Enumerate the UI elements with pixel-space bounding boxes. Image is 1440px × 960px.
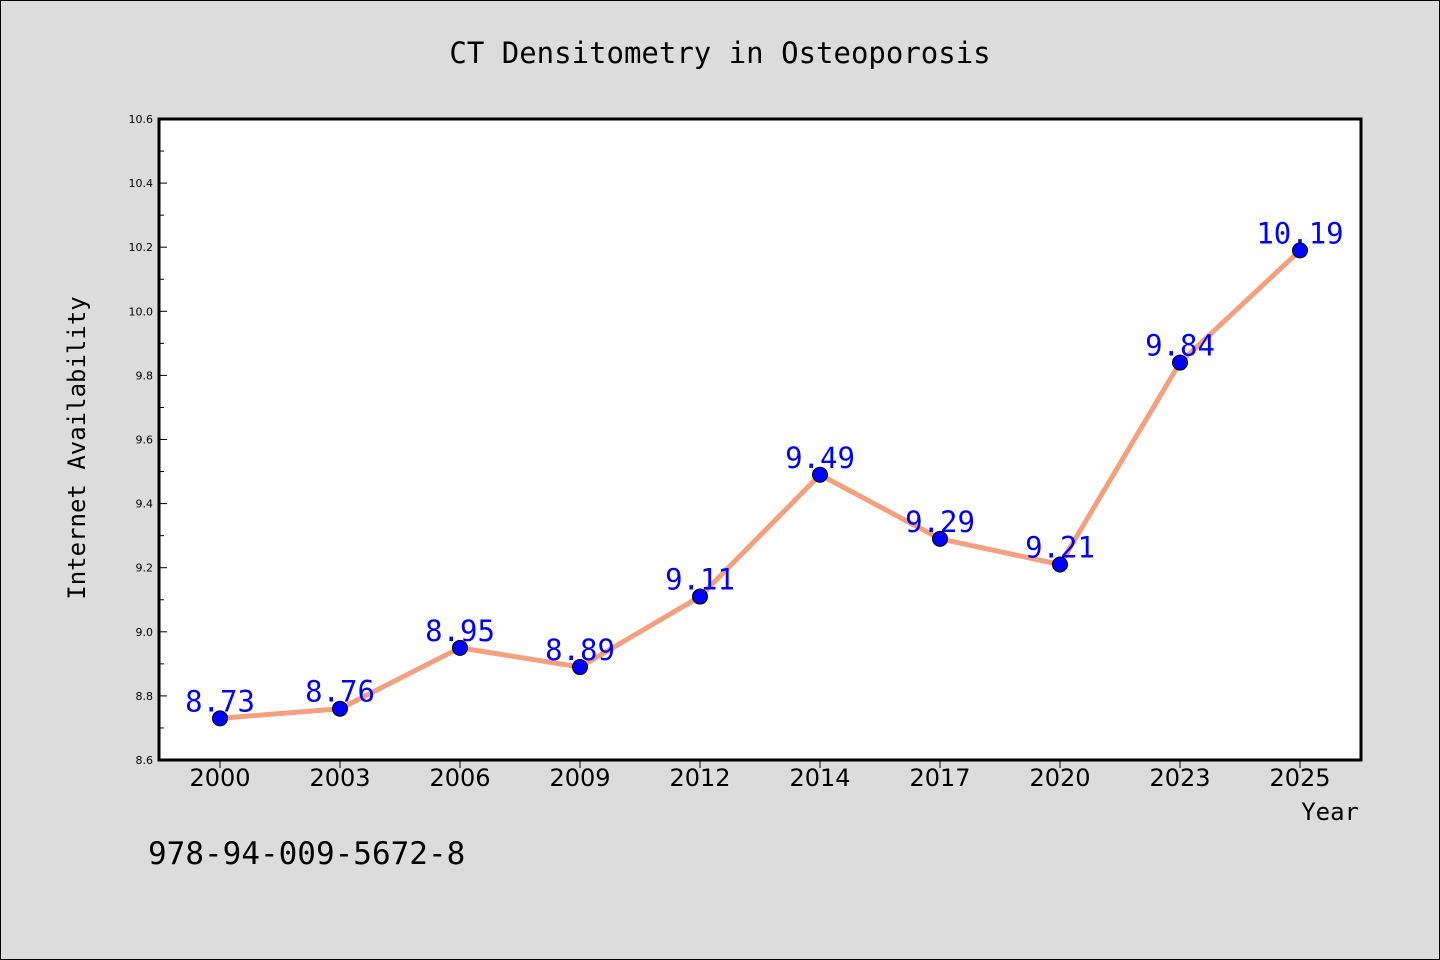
data-point	[332, 700, 348, 717]
data-point	[1172, 354, 1188, 371]
y-tick-label: 10.6	[129, 113, 154, 126]
y-tick-label: 8.6	[136, 754, 154, 767]
x-tick-label: 2014	[789, 764, 850, 792]
x-tick-label: 2000	[189, 764, 250, 792]
y-tick-label: 9.8	[136, 369, 154, 382]
x-tick-label: 2020	[1029, 764, 1090, 792]
data-point	[932, 530, 948, 547]
x-tick-label: 2012	[669, 764, 730, 792]
data-point	[452, 639, 468, 656]
y-tick-label: 10.0	[129, 305, 154, 318]
y-tick-label: 10.4	[129, 177, 154, 190]
data-point	[572, 659, 588, 676]
x-tick-label: 2003	[309, 764, 370, 792]
plot-area	[157, 117, 1363, 762]
chart-title: CT Densitometry in Osteoporosis	[449, 36, 990, 70]
data-point	[212, 710, 228, 727]
y-tick-label: 8.8	[136, 690, 154, 703]
x-axis-label: Year	[1301, 798, 1359, 826]
y-tick-label: 9.4	[136, 498, 154, 511]
x-axis: 2000 2003 2006 2009 2012 2014 2017 2020 2023 2025	[189, 760, 1331, 792]
series-line	[217, 247, 1303, 721]
y-tick-label: 9.0	[136, 626, 154, 639]
y-tick-label: 9.2	[136, 562, 154, 575]
y-tick-label: 9.6	[136, 434, 154, 447]
y-axis-label: Internet Availability	[63, 296, 91, 599]
data-point	[1292, 242, 1308, 259]
series: 8.73 8.768.958.899.119.499.299.219.8410.1…	[185, 216, 1344, 727]
data-point	[1052, 556, 1068, 573]
x-tick-label: 2009	[549, 764, 610, 792]
x-tick-label: 2006	[429, 764, 490, 792]
y-axis: 8.6 8.8 9.0 9.2 9.4 9.6 9.8 10.0 10.2 10.4 10.6	[129, 113, 167, 767]
x-tick-label: 2025	[1269, 764, 1330, 792]
x-tick-label: 2023	[1149, 764, 1210, 792]
data-point	[692, 588, 708, 605]
footer-text: 978-94-009-5672-8	[148, 836, 465, 872]
x-tick-label: 2017	[909, 764, 970, 792]
y-tick-label: 10.2	[129, 241, 154, 254]
data-point	[812, 466, 828, 483]
